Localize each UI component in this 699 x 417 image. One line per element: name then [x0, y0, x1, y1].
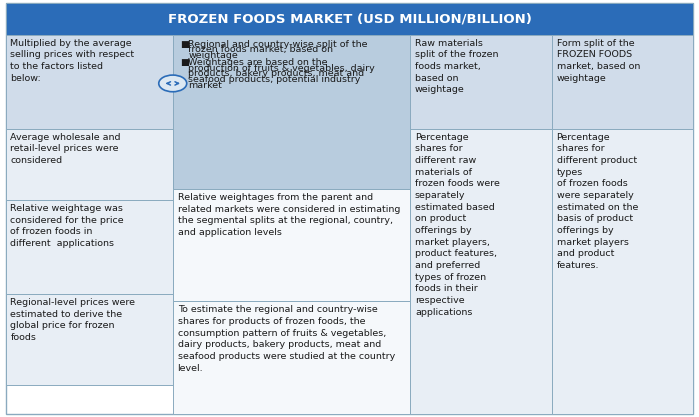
- Text: Percentage
shares for
different raw
materials of
frozen foods were
separately
es: Percentage shares for different raw mate…: [415, 133, 500, 317]
- Text: Relative weightage was
considered for the price
of frozen foods in
different  ap: Relative weightage was considered for th…: [10, 204, 124, 248]
- Text: Raw materials
split of the frozen
foods market,
based on
weightage: Raw materials split of the frozen foods …: [415, 39, 498, 94]
- Circle shape: [159, 75, 187, 92]
- Text: Percentage
shares for
different product
types
of frozen foods
were separately
es: Percentage shares for different product …: [556, 133, 638, 270]
- Text: Relative weightages from the parent and
related markets were considered in estim: Relative weightages from the parent and …: [178, 193, 400, 237]
- Text: FROZEN FOODS MARKET (USD MILLION/BILLION): FROZEN FOODS MARKET (USD MILLION/BILLION…: [168, 13, 531, 25]
- Text: ■: ■: [180, 58, 189, 67]
- Text: weightage: weightage: [188, 51, 238, 60]
- Text: Weightages are based on the: Weightages are based on the: [188, 58, 328, 67]
- Text: market: market: [188, 80, 222, 90]
- Bar: [6, 294, 173, 385]
- Bar: [173, 301, 410, 414]
- Bar: [6, 128, 173, 200]
- Text: Multiplied by the average
selling prices with respect
to the factors listed
belo: Multiplied by the average selling prices…: [10, 39, 135, 83]
- Text: frozen foods market, based on: frozen foods market, based on: [188, 45, 333, 54]
- Text: production of fruits & vegetables, dairy: production of fruits & vegetables, dairy: [188, 64, 375, 73]
- Bar: [552, 128, 693, 414]
- Bar: [6, 3, 693, 35]
- Bar: [173, 35, 410, 189]
- Text: ■: ■: [180, 40, 189, 48]
- Text: Average wholesale and
retail-level prices were
considered: Average wholesale and retail-level price…: [10, 133, 121, 165]
- Text: Regional and country-wise split of the: Regional and country-wise split of the: [188, 40, 368, 48]
- Bar: [6, 35, 173, 128]
- Bar: [410, 35, 552, 128]
- Text: products, bakery products, meat and: products, bakery products, meat and: [188, 69, 364, 78]
- Bar: [6, 200, 173, 294]
- Bar: [552, 35, 693, 128]
- Text: To estimate the regional and country-wise
shares for products of frozen foods, t: To estimate the regional and country-wis…: [178, 305, 395, 372]
- Bar: [173, 189, 410, 301]
- Text: Regional-level prices were
estimated to derive the
global price for frozen
foods: Regional-level prices were estimated to …: [10, 298, 136, 342]
- Text: Form split of the
FROZEN FOODS
market, based on
weightage: Form split of the FROZEN FOODS market, b…: [556, 39, 640, 83]
- Bar: [410, 128, 552, 414]
- Text: seafood products, potential industry: seafood products, potential industry: [188, 75, 361, 84]
